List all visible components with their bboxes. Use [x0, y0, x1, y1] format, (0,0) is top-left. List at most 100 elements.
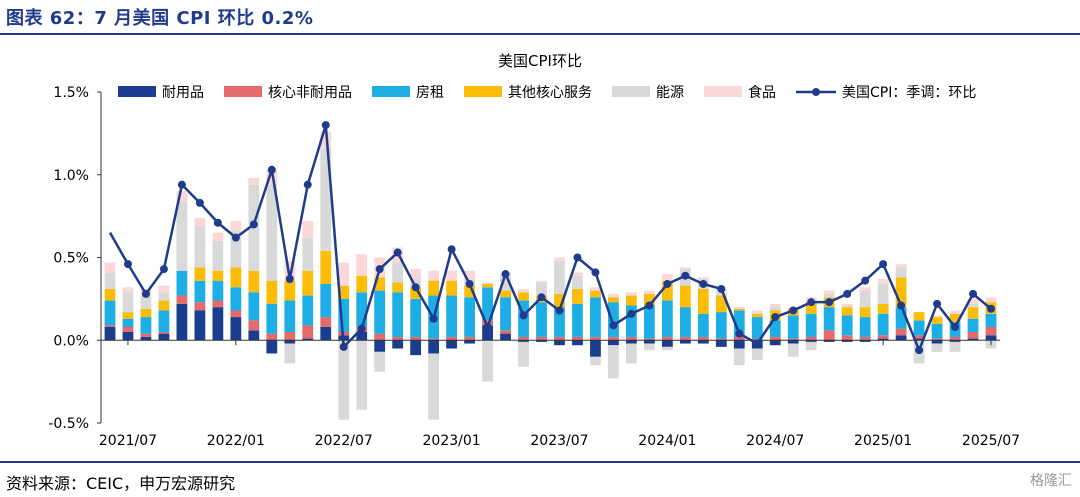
bar-segment [643, 290, 655, 294]
cpi-point [753, 339, 762, 348]
bar-segment [266, 184, 278, 281]
bar-segment [518, 340, 529, 342]
bar-segment [122, 327, 134, 332]
cpi-point [609, 321, 618, 330]
bar-segment [877, 338, 889, 341]
bar-segment [320, 327, 332, 341]
bar-segment [482, 340, 493, 382]
legend-label: 房租 [416, 85, 444, 101]
cpi-point [951, 323, 960, 332]
x-tick-label: 2025/01 [854, 433, 912, 449]
bar-segment [176, 191, 188, 202]
legend-swatch [118, 86, 156, 97]
bar-segment [697, 336, 709, 341]
bar-segment [392, 340, 404, 349]
bar-segment [877, 303, 889, 314]
bar-segment [176, 270, 188, 296]
cpi-point [285, 275, 294, 284]
bar-segment [949, 340, 961, 342]
bar-segment [877, 335, 889, 339]
bar-segment [859, 290, 871, 308]
bar-segment [985, 297, 997, 303]
cpi-point [123, 260, 132, 269]
cpi-point [573, 253, 582, 262]
bar-segment [841, 340, 853, 342]
bar-segment [464, 285, 475, 298]
bar-segment [374, 290, 386, 334]
legend-swatch [372, 86, 410, 97]
bar-segment [913, 320, 925, 336]
cpi-point [645, 301, 654, 310]
cpi-point [627, 309, 636, 318]
bar-segment [482, 287, 493, 321]
bar-segment [482, 325, 493, 341]
bar-segment [590, 287, 601, 291]
bar-segment [590, 336, 601, 341]
bar-segment [895, 335, 907, 341]
bar-segment [392, 292, 404, 337]
bar-segment [158, 285, 170, 293]
source-note: 资料来源：CEIC，申万宏源研究 [6, 474, 236, 493]
legend-swatch [464, 86, 502, 97]
bar-segment [410, 298, 422, 337]
bar-segment [104, 272, 116, 289]
bar-segment [284, 260, 296, 281]
cpi-point [897, 301, 906, 310]
bar-segment [248, 292, 260, 321]
cpi-point [519, 311, 528, 320]
bar-segment [212, 270, 224, 281]
cpi-point [789, 306, 798, 315]
cpi-point [213, 218, 222, 227]
cpi-point [411, 283, 420, 292]
cpi-line [108, 121, 996, 355]
bar-segment [859, 340, 871, 342]
bar-segment [338, 340, 350, 420]
y-tick-label: -0.5% [48, 416, 89, 432]
bar-segment [949, 336, 961, 341]
bar-segment [697, 277, 709, 280]
bar-segment [500, 333, 511, 341]
bar-segment [895, 267, 907, 278]
bar-segment [410, 340, 422, 356]
cpi-point [915, 346, 924, 355]
bar-segment [608, 336, 619, 341]
cpi-point [681, 271, 690, 280]
bar-segment [374, 333, 386, 341]
cpi-point [879, 260, 888, 269]
cpi-point [537, 293, 546, 302]
bar-segment [446, 280, 458, 296]
bars [104, 131, 997, 420]
bar-segment [697, 288, 709, 314]
bar-segment [104, 327, 116, 341]
cpi-point [159, 265, 168, 274]
bar-segment [428, 340, 440, 354]
cpi-point [807, 298, 816, 307]
bar-segment [104, 288, 116, 301]
bar-segment [536, 336, 547, 341]
legend-label: 其他核心服务 [508, 85, 592, 101]
cpi-point [195, 198, 204, 207]
bar-segment [626, 292, 637, 296]
bar-segment [661, 336, 673, 341]
bar-segment [823, 307, 835, 331]
bar-segment [733, 308, 745, 311]
bar-segment [410, 269, 422, 280]
bar-segment [841, 303, 853, 306]
bar-segment [841, 335, 853, 341]
bar-segment [266, 303, 278, 334]
bar-segment [302, 270, 314, 296]
bar-segment [158, 292, 170, 301]
bar-segment [608, 345, 619, 379]
bar-segment [805, 336, 817, 341]
bar-segment [697, 313, 709, 337]
bar-segment [158, 331, 170, 334]
bar-segment [248, 320, 260, 331]
bar-segment [913, 338, 925, 341]
cpi-point [465, 279, 474, 288]
top-rule [0, 33, 1080, 35]
cpi-point [933, 299, 942, 308]
bar-segment [212, 240, 224, 271]
x-tick-label: 2025/07 [962, 433, 1020, 449]
bar-segment [643, 343, 655, 351]
